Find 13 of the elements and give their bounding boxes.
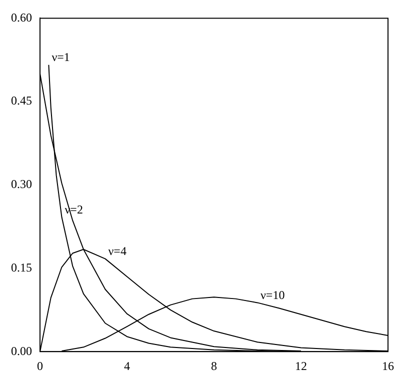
y-tick-label: 0.60	[11, 10, 32, 24]
y-tick-label: 0.00	[11, 344, 32, 358]
annotation: ν=4	[108, 244, 126, 258]
y-tick-label: 0.45	[11, 94, 32, 108]
y-tick-label: 0.15	[11, 260, 32, 274]
x-tick-label: 8	[211, 358, 217, 373]
x-tick-label: 4	[124, 358, 130, 373]
annotation: ν=10	[260, 288, 285, 302]
x-tick-label: 0	[37, 358, 43, 373]
y-tick-label: 0.30	[11, 177, 32, 192]
annotation: ν=1	[52, 50, 70, 64]
x-tick-label: 12	[295, 358, 307, 373]
x-tick-label: 16	[382, 358, 394, 373]
